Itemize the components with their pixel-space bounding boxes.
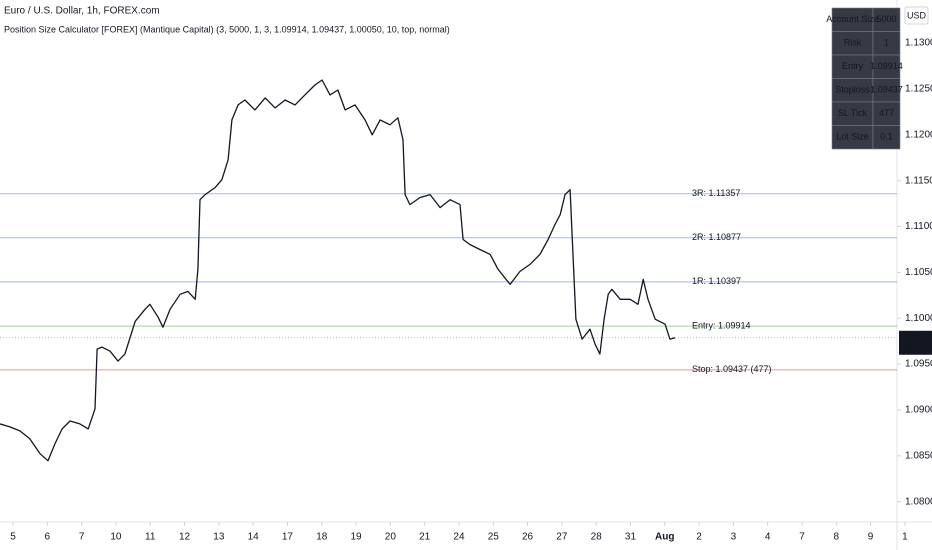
y-tick-label: 1.10500 — [905, 267, 932, 278]
y-tick-label: 1.12000 — [905, 129, 932, 140]
table-value: 5000 — [876, 14, 896, 24]
table-label: Entry — [842, 61, 864, 71]
indicator-title: Position Size Calculator [FOREX] (Mantiq… — [4, 24, 450, 34]
y-tick-label: 1.12500 — [905, 84, 932, 95]
x-tick-label: 27 — [556, 532, 568, 543]
level-label: 3R: 1.11357 — [692, 188, 740, 198]
countdown-label: 03:14 — [904, 343, 929, 354]
x-tick-label: 7 — [79, 532, 85, 543]
x-tick-label: 9 — [868, 532, 874, 543]
y-tick-label: 1.08000 — [905, 496, 932, 507]
currency-box[interactable] — [904, 6, 929, 25]
table-value: 1.09437 — [870, 85, 903, 95]
x-tick-label: 31 — [625, 532, 637, 543]
y-tick-label: 1.09500 — [905, 359, 932, 370]
x-tick-label: 1 — [902, 532, 908, 543]
currency-label[interactable]: USD — [907, 10, 927, 20]
table-label: SL Tick — [838, 108, 868, 118]
x-tick-label: Aug — [655, 532, 674, 543]
x-tick-label: 11 — [145, 532, 156, 543]
x-tick-label: 7 — [799, 532, 805, 543]
x-tick-label: 14 — [248, 532, 260, 543]
table-label: Lot Size — [836, 132, 869, 142]
y-tick-label: 1.08500 — [905, 450, 932, 461]
x-tick-label: 12 — [179, 532, 191, 543]
x-tick-label: 10 — [110, 532, 122, 543]
x-tick-label: 18 — [316, 532, 328, 543]
x-tick-label: 20 — [385, 532, 397, 543]
last-price-label: 1.09787 — [904, 332, 932, 343]
price-line — [0, 79, 676, 462]
x-tick-label: 13 — [213, 532, 225, 543]
x-tick-label: 24 — [453, 532, 465, 543]
x-tick-label: 5 — [10, 532, 16, 543]
level-label: Entry: 1.09914 — [692, 320, 751, 330]
x-tick-label: 25 — [488, 532, 500, 543]
level-label: 1R: 1.10397 — [692, 276, 741, 286]
x-tick-label: 2 — [696, 532, 702, 543]
x-tick-label: 21 — [419, 532, 431, 543]
x-tick-label: 6 — [45, 532, 51, 543]
x-tick-label: 8 — [834, 532, 840, 543]
x-tick-label: 28 — [591, 532, 603, 543]
last-price-box — [899, 330, 932, 355]
table-label: Risk — [844, 38, 862, 48]
x-tick-label: 26 — [522, 532, 534, 543]
x-tick-label: 19 — [350, 532, 362, 543]
table-label: Account Size — [826, 14, 879, 24]
x-tick-label: 4 — [765, 532, 771, 543]
table-label: Stoploss — [835, 85, 870, 95]
y-tick-label: 1.13000 — [905, 38, 932, 49]
y-tick-label: 1.11500 — [905, 175, 932, 186]
table-value: 1 — [884, 38, 889, 48]
table-value: 477 — [879, 108, 894, 118]
chart-title: Euro / U.S. Dollar, 1h, FOREX.com — [4, 6, 160, 17]
x-tick-label: 3 — [731, 532, 737, 543]
y-tick-label: 1.09000 — [905, 405, 932, 416]
table-cell — [872, 125, 901, 150]
level-label: 2R: 1.10877 — [692, 232, 741, 242]
level-label: Stop: 1.09437 (477) — [692, 364, 772, 374]
y-tick-label: 1.11000 — [905, 221, 932, 232]
table-value: 0.1 — [880, 132, 893, 142]
table-value: 1.09914 — [870, 61, 903, 71]
x-tick-label: 17 — [282, 532, 294, 543]
y-tick-label: 1.10000 — [905, 313, 932, 324]
